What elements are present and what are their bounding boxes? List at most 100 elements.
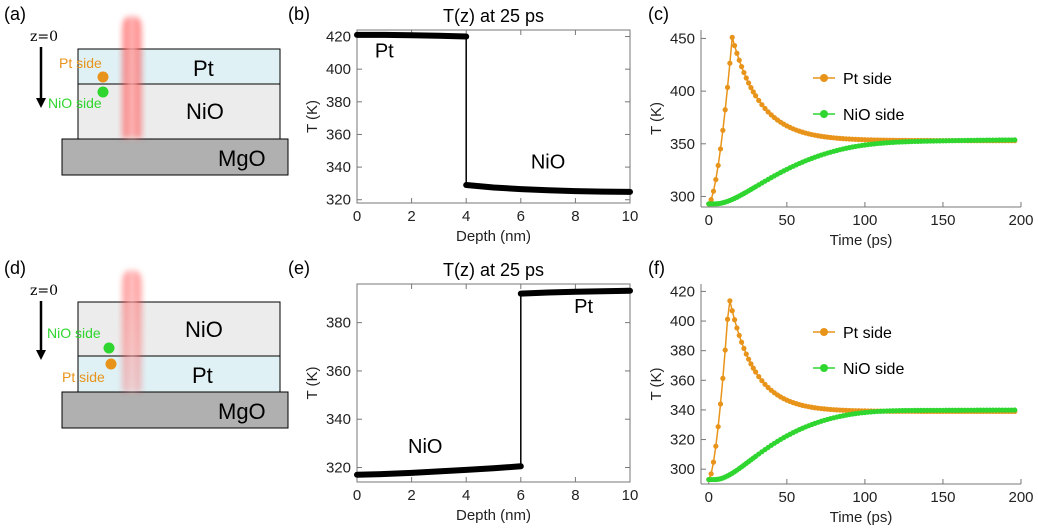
x-tick-label: 100 — [852, 489, 877, 506]
layer-annotation: Pt — [375, 41, 394, 63]
pt-side-point — [759, 102, 765, 108]
pt-side-point — [750, 365, 756, 371]
pt-side-point — [756, 97, 762, 104]
pt-side-point — [729, 308, 735, 314]
pt-side-point — [717, 146, 724, 152]
y-tick-label: 340 — [326, 159, 351, 176]
x-axis-label: Time (ps) — [830, 509, 893, 526]
pt-side-point — [743, 351, 749, 357]
pt-side-point — [741, 345, 747, 352]
pt-side-point — [727, 60, 733, 66]
pt-side-point — [708, 471, 714, 477]
lower-side-label: NiO side — [48, 95, 102, 111]
nio-side-line — [708, 409, 1015, 481]
pt-side-point — [717, 401, 724, 407]
substrate-label: MgO — [218, 399, 266, 424]
lower-side-label: Pt side — [62, 369, 105, 385]
x-tick-label: 150 — [930, 212, 955, 229]
pt-side-point — [738, 339, 745, 345]
x-tick-label: 0 — [353, 208, 361, 225]
layer-annotation: NiO — [408, 436, 442, 458]
pt-side-point — [720, 375, 726, 381]
chart-f: 0 50 100 150 200 300 320 340 360 380 400 420 Time (p… — [648, 283, 1034, 526]
nio-side-point — [1012, 137, 1018, 143]
pt-side-point — [720, 127, 726, 133]
middle-layer-label: Pt — [192, 363, 213, 388]
y-axis-label: T (K) — [304, 366, 321, 399]
pt-side-point — [746, 80, 752, 86]
x-axis-label: Depth (nm) — [456, 228, 531, 245]
temperature-profile-segment — [517, 287, 633, 297]
y-tick-label: 380 — [326, 94, 351, 111]
legend-label: Pt side — [843, 71, 892, 88]
y-axis-label: T (K) — [648, 102, 665, 135]
legend-marker — [820, 364, 828, 372]
y-axis-label: T (K) — [304, 100, 321, 133]
x-tick-label: 4 — [462, 487, 470, 504]
mgo-substrate — [61, 138, 289, 176]
laser-beam — [120, 16, 144, 138]
nio-side-line — [708, 139, 1015, 205]
pt-side-point — [750, 89, 756, 95]
nio-side-marker — [103, 342, 115, 354]
legend-marker — [820, 74, 828, 82]
y-tick-label: 360 — [326, 126, 351, 143]
x-tick-label: 50 — [779, 489, 796, 506]
pt-side-point — [727, 298, 733, 304]
y-tick-label: 400 — [326, 61, 351, 78]
y-tick-label: 360 — [670, 372, 695, 389]
pt-side-point — [715, 162, 721, 169]
y-tick-label: 420 — [326, 29, 351, 46]
pt-side-marker — [97, 71, 109, 83]
pt-side-point — [734, 325, 740, 331]
x-tick-label: 200 — [1008, 489, 1033, 506]
panel-label-c: (c) — [648, 4, 669, 24]
x-axis-label: Depth (nm) — [456, 507, 531, 524]
pt-side-point — [736, 57, 742, 63]
x-tick-label: 50 — [779, 212, 796, 229]
schematic-a: (a) z=0 Pt NiO MgO Pt side NiO side — [4, 4, 289, 176]
middle-layer-label: NiO — [186, 99, 224, 124]
pt-side-point — [756, 374, 762, 380]
y-tick-label: 340 — [670, 402, 695, 419]
y-tick-label: 340 — [326, 411, 351, 428]
pt-side-point — [713, 176, 719, 183]
legend-label: NiO side — [843, 107, 904, 124]
pt-side-point — [729, 34, 735, 40]
chart-title: T(z) at 25 ps — [443, 6, 544, 26]
x-tick-label: 6 — [517, 208, 525, 225]
legend-label: NiO side — [843, 361, 904, 378]
x-tick-label: 2 — [407, 208, 415, 225]
y-tick-label: 380 — [670, 343, 695, 360]
pt-side-point — [736, 332, 742, 339]
y-tick-label: 320 — [326, 192, 351, 209]
chart-e: 0 2 4 6 8 10 320 340 360 380 Depth (nm) T (K) T(z) a… — [304, 260, 638, 524]
chart-c: 0 50 100 150 200 300 350 400 450 Time (ps) T (K) Pt… — [648, 30, 1034, 249]
y-tick-label: 400 — [670, 83, 695, 100]
pt-side-marker — [105, 358, 117, 370]
panel-label-a: (a) — [4, 4, 26, 24]
y-tick-label: 300 — [670, 188, 695, 205]
pt-side-point — [746, 356, 752, 362]
y-tick-label: 320 — [326, 460, 351, 477]
panel-label-f: (f) — [648, 258, 665, 278]
layer-annotation: NiO — [531, 152, 565, 174]
plot-frame — [356, 283, 631, 483]
schematic-d: (d) z=0 NiO Pt MgO NiO side Pt side — [4, 258, 289, 429]
y-tick-label: 450 — [670, 30, 695, 47]
y-tick-label: 400 — [670, 313, 695, 330]
x-tick-label: 150 — [930, 489, 955, 506]
laser-beam — [120, 270, 144, 392]
top-layer-label: Pt — [193, 56, 214, 81]
y-tick-label: 380 — [326, 315, 351, 332]
pt-side-point — [708, 197, 714, 203]
x-axis-label: Time (ps) — [830, 232, 893, 249]
depth-arrow-head — [36, 98, 46, 108]
pt-side-point — [748, 85, 754, 91]
pt-side-point — [743, 75, 749, 81]
mgo-substrate — [61, 391, 289, 429]
pt-side-point — [762, 105, 768, 112]
upper-side-label: Pt side — [59, 55, 102, 71]
x-tick-label: 200 — [1008, 212, 1033, 229]
